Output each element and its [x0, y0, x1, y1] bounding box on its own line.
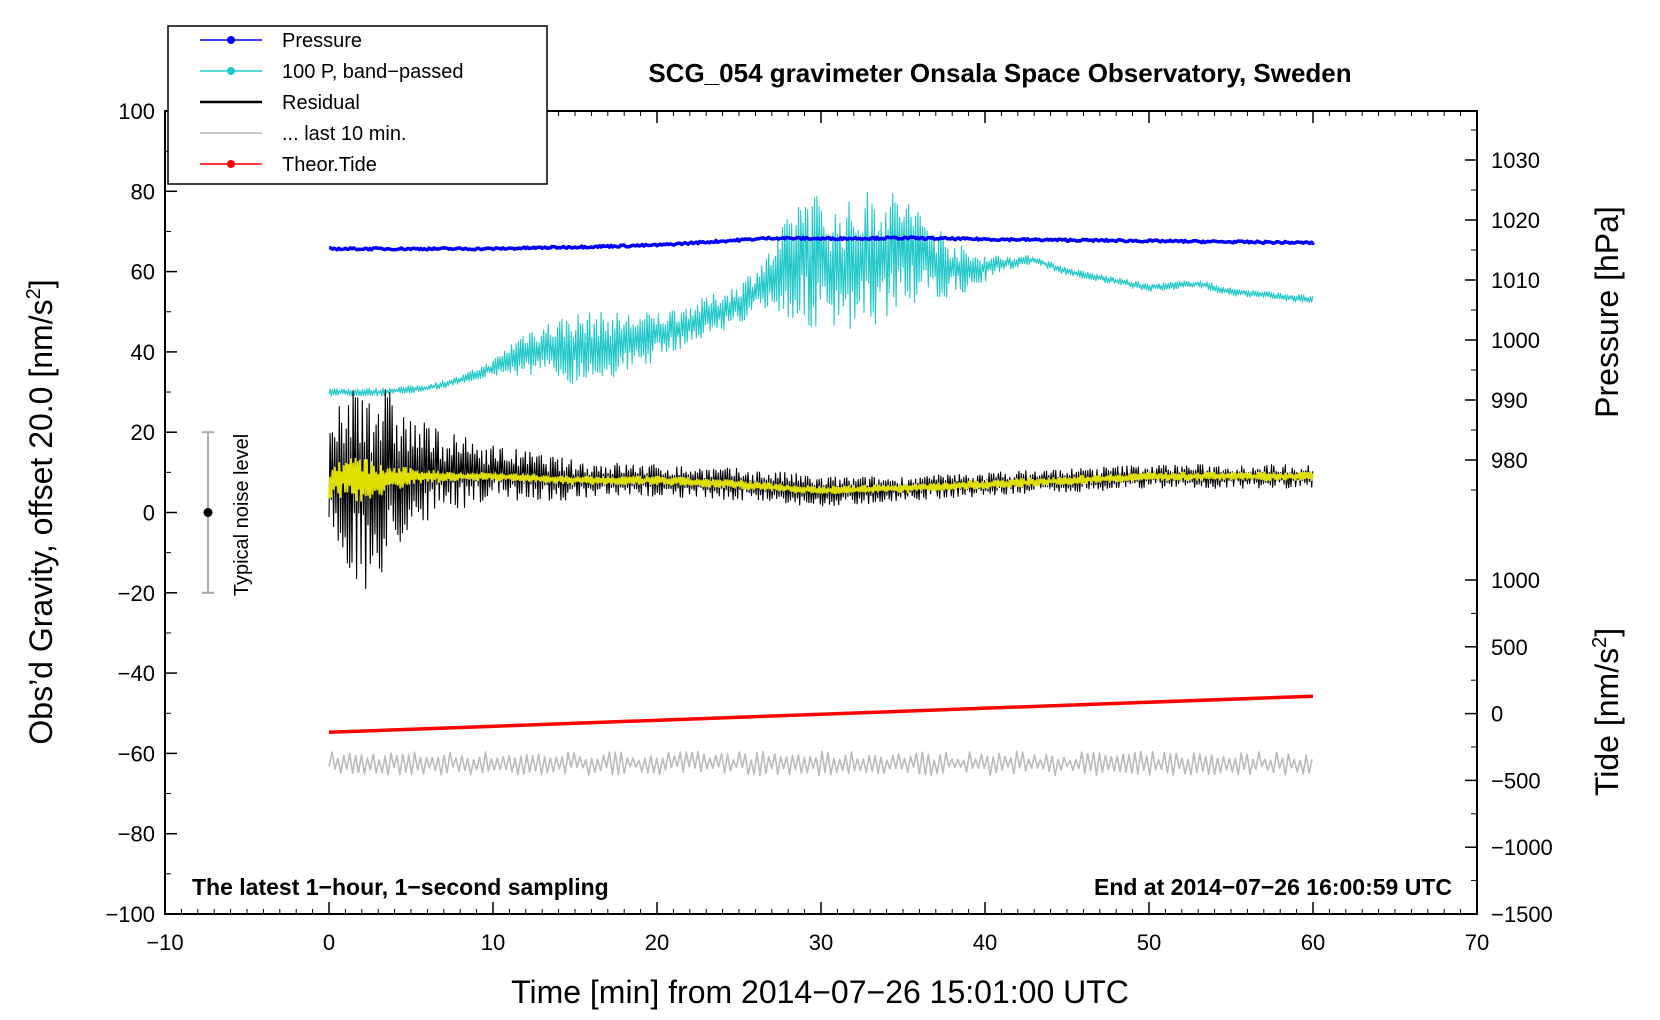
x-tick-label: 50	[1137, 930, 1161, 955]
y-tick-label: 80	[131, 179, 155, 204]
x-tick-label: 0	[323, 930, 335, 955]
series-line--last-10-min-	[328, 750, 1313, 777]
y-tick-label: −100	[105, 902, 155, 927]
y-tick-label: 100	[118, 99, 155, 124]
legend-item: 100 P, band−passed	[200, 61, 463, 83]
series-line-filtered-residual	[328, 457, 1314, 502]
x-tick-label: 30	[809, 930, 833, 955]
x-tick-label: 60	[1301, 930, 1325, 955]
y-axis-label-sup: 2	[23, 288, 45, 299]
noise-indicator: Typical noise level	[202, 431, 253, 596]
x-tick-label: 10	[481, 930, 505, 955]
x-axis-label: Time [min] from 2014−07−26 15:01:00 UTC	[511, 974, 1129, 1010]
noise-dot	[203, 508, 213, 517]
pressure-tick-label: 1010	[1491, 268, 1540, 293]
x-tick-label: −10	[146, 930, 183, 955]
legend-item: Residual	[200, 92, 360, 114]
tide-tick-label: −1500	[1491, 902, 1553, 927]
tide-tick-label: 1000	[1491, 568, 1540, 593]
pressure-tick-label: 980	[1491, 448, 1528, 473]
legend-item: ... last 10 min.	[200, 123, 407, 145]
noise-label: Typical noise level	[231, 434, 253, 596]
chart-title: SCG_054 gravimeter Onsala Space Observat…	[648, 58, 1351, 88]
pressure-tick-label: 1020	[1491, 208, 1540, 233]
legend-label: ... last 10 min.	[282, 123, 407, 145]
pressure-tick-label: 990	[1491, 388, 1528, 413]
tide-tick-label: 500	[1491, 635, 1528, 660]
annotation-left: The latest 1−hour, 1−second sampling	[192, 874, 609, 900]
y-axis-label-text: Obs’d Gravity, offset 20.0 [nm/s	[23, 299, 59, 744]
legend: Pressure 100 P, band−passed Residual ... la…	[167, 25, 548, 185]
legend-item: Theor.Tide	[200, 154, 377, 176]
tide-label-text: Tide [nm/s	[1589, 648, 1625, 796]
y-tick-label: 0	[143, 501, 155, 526]
x-tick-label: 20	[645, 930, 669, 955]
legend-swatch-marker	[227, 67, 235, 75]
legend-swatch-marker	[227, 160, 235, 168]
y-tick-label: 40	[131, 340, 155, 365]
legend-label: 100 P, band−passed	[282, 61, 463, 83]
pressure-tick-label: 1000	[1491, 328, 1540, 353]
tide-tick-label: 0	[1491, 702, 1503, 727]
series-line-pressure	[328, 235, 1315, 252]
y-tick-label: −40	[118, 661, 155, 686]
y-axis-label-tide: Tide [nm/s2]	[1589, 628, 1625, 796]
y-axis-label-pressure: Pressure [hPa]	[1589, 206, 1625, 418]
tide-tick-label: −500	[1491, 768, 1541, 793]
y-tick-label: −80	[118, 822, 155, 847]
y-tick-label: −60	[118, 741, 155, 766]
legend-items: Pressure 100 P, band−passed Residual ... la…	[200, 30, 463, 176]
y-tick-label: 20	[131, 420, 155, 445]
legend-box	[167, 25, 548, 185]
x-tick-label: 70	[1465, 930, 1489, 955]
legend-swatch-marker	[227, 36, 235, 44]
y-axis-label-gravity: Obs’d Gravity, offset 20.0 [nm/s2]	[23, 279, 59, 744]
pressure-tick-label: 1030	[1491, 148, 1540, 173]
tide-label-sup: 2	[1589, 637, 1611, 648]
y-axis-label-close: ]	[23, 279, 59, 288]
legend-item: Pressure	[200, 30, 362, 52]
series-line-theor-tide	[328, 694, 1314, 735]
annotation-right: End at 2014−07−26 16:00:59 UTC	[1094, 874, 1452, 900]
tide-label-close: ]	[1589, 628, 1625, 637]
series-layer	[328, 191, 1315, 777]
legend-label: Residual	[282, 92, 360, 114]
y-tick-label: 60	[131, 260, 155, 285]
y-tick-label: −20	[118, 581, 155, 606]
x-tick-label: 40	[973, 930, 997, 955]
legend-label: Pressure	[282, 30, 362, 52]
tide-tick-label: −1000	[1491, 835, 1553, 860]
series-line-100-p-band-passed	[328, 191, 1314, 397]
legend-label: Theor.Tide	[282, 154, 377, 176]
ticks-layer: −10 0 10 20 30 40 50 60 70100806040200−20−40−60−…	[105, 99, 1552, 955]
